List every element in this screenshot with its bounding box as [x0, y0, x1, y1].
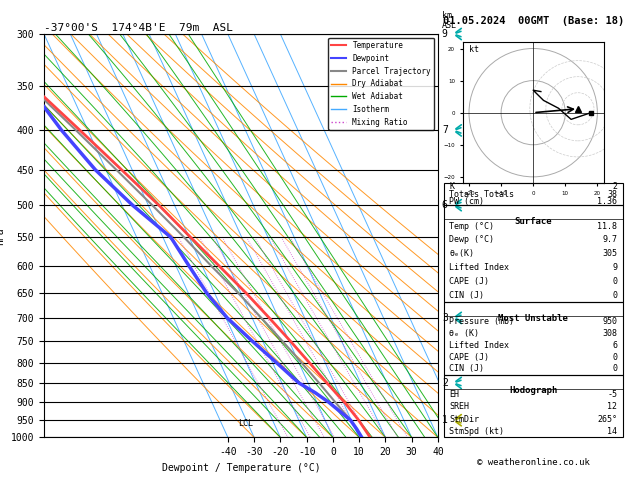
- Text: Most Unstable: Most Unstable: [498, 313, 568, 323]
- Text: Lifted Index: Lifted Index: [449, 341, 509, 350]
- Text: 7: 7: [442, 125, 448, 136]
- Text: Pressure (mb): Pressure (mb): [449, 317, 514, 327]
- Text: LCL: LCL: [238, 419, 253, 428]
- Text: 2: 2: [442, 378, 448, 388]
- Text: 0: 0: [613, 364, 617, 373]
- Text: 0: 0: [613, 353, 617, 362]
- Text: 01.05.2024  00GMT  (Base: 18): 01.05.2024 00GMT (Base: 18): [443, 16, 624, 26]
- Text: 0: 0: [613, 291, 617, 300]
- Text: θₑ (K): θₑ (K): [449, 329, 479, 338]
- Text: 2: 2: [613, 182, 617, 191]
- Text: CAPE (J): CAPE (J): [449, 353, 489, 362]
- Text: Lifted Index: Lifted Index: [449, 263, 509, 272]
- Text: 9: 9: [442, 29, 448, 39]
- Text: 14: 14: [608, 427, 617, 436]
- Text: 6: 6: [613, 341, 617, 350]
- Text: 11.8: 11.8: [598, 222, 617, 230]
- Text: -37°00'S  174°4B'E  79m  ASL: -37°00'S 174°4B'E 79m ASL: [44, 23, 233, 33]
- Text: EH: EH: [449, 390, 459, 399]
- Text: 38: 38: [608, 190, 617, 199]
- Bar: [443, 375, 623, 437]
- Bar: [443, 183, 623, 206]
- Text: 9.7: 9.7: [603, 235, 617, 244]
- Text: StmDir: StmDir: [449, 415, 479, 424]
- Text: SREH: SREH: [449, 402, 469, 411]
- Text: 0: 0: [613, 277, 617, 286]
- X-axis label: Dewpoint / Temperature (°C): Dewpoint / Temperature (°C): [162, 463, 320, 473]
- Text: 1: 1: [442, 415, 448, 425]
- Text: 305: 305: [603, 249, 617, 258]
- Text: Temp (°C): Temp (°C): [449, 222, 494, 230]
- Text: CIN (J): CIN (J): [449, 364, 484, 373]
- Text: km
ASL: km ASL: [442, 11, 457, 30]
- Bar: [443, 206, 623, 302]
- Text: 308: 308: [603, 329, 617, 338]
- Text: PW (cm): PW (cm): [449, 197, 484, 206]
- Text: K: K: [449, 182, 454, 191]
- Text: CAPE (J): CAPE (J): [449, 277, 489, 286]
- Text: CIN (J): CIN (J): [449, 291, 484, 300]
- Text: Hodograph: Hodograph: [509, 386, 557, 395]
- Text: -5: -5: [608, 390, 617, 399]
- Text: Surface: Surface: [515, 217, 552, 226]
- Text: 265°: 265°: [598, 415, 617, 424]
- Text: Totals Totals: Totals Totals: [449, 190, 514, 199]
- Text: Dewp (°C): Dewp (°C): [449, 235, 494, 244]
- Text: θₑ(K): θₑ(K): [449, 249, 474, 258]
- Text: 3: 3: [442, 313, 448, 323]
- Bar: [443, 302, 623, 375]
- Text: 6: 6: [442, 200, 448, 210]
- Text: 1.36: 1.36: [598, 197, 617, 206]
- Legend: Temperature, Dewpoint, Parcel Trajectory, Dry Adiabat, Wet Adiabat, Isotherm, Mi: Temperature, Dewpoint, Parcel Trajectory…: [328, 38, 434, 130]
- Text: StmSpd (kt): StmSpd (kt): [449, 427, 504, 436]
- Text: 9: 9: [613, 263, 617, 272]
- Y-axis label: hPa: hPa: [0, 227, 5, 244]
- Text: 950: 950: [603, 317, 617, 327]
- Text: 12: 12: [608, 402, 617, 411]
- Text: © weatheronline.co.uk: © weatheronline.co.uk: [477, 458, 589, 467]
